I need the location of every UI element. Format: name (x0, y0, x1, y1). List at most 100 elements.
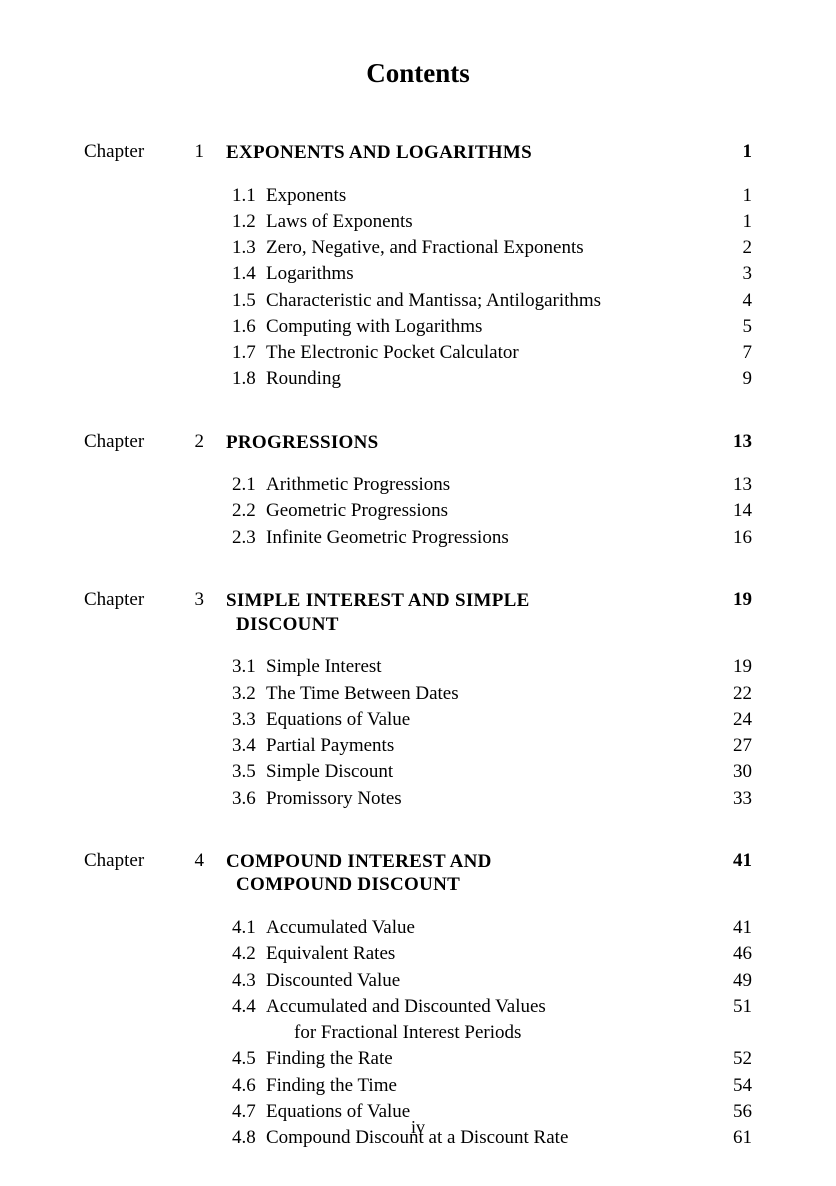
section-page-number: 13 (712, 472, 752, 498)
section-page-number: 41 (712, 915, 752, 941)
section-page-number: 4 (712, 288, 752, 314)
section-number: 1.2 (232, 209, 266, 235)
section-row: 3.1Simple Interest19 (232, 654, 752, 680)
section-title: Computing with Logarithms (266, 314, 712, 340)
section-number: 1.8 (232, 366, 266, 392)
section-page-number: 2 (712, 235, 752, 261)
chapter-title-wrap: COMPOUND INTEREST ANDCOMPOUND DISCOUNT41 (204, 850, 752, 898)
chapter-block: Chapter1EXPONENTS AND LOGARITHMS11.1Expo… (84, 141, 752, 393)
chapter-label: Chapter3 (84, 589, 204, 611)
section-page-number: 19 (712, 654, 752, 680)
section-title: Arithmetic Progressions (266, 472, 712, 498)
section-page-number: 46 (712, 941, 752, 967)
section-page-number: 1 (712, 183, 752, 209)
section-title: Discounted Value (266, 968, 712, 994)
chapter-block: Chapter4COMPOUND INTEREST ANDCOMPOUND DI… (84, 850, 752, 1151)
sections-list: 1.1Exponents11.2Laws of Exponents11.3Zer… (232, 183, 752, 393)
section-page-number: 5 (712, 314, 752, 340)
section-title: Simple Discount (266, 759, 712, 785)
section-number: 3.3 (232, 707, 266, 733)
section-row: 1.3Zero, Negative, and Fractional Expone… (232, 235, 752, 261)
section-number: 1.3 (232, 235, 266, 261)
section-page-number: 24 (712, 707, 752, 733)
section-title: Logarithms (266, 261, 712, 287)
section-title: Finding the Time (266, 1073, 712, 1099)
sections-list: 4.1Accumulated Value414.2Equivalent Rate… (232, 915, 752, 1151)
chapter-head: Chapter3SIMPLE INTEREST AND SIMPLEDISCOU… (84, 589, 752, 637)
chapter-label: Chapter4 (84, 850, 204, 872)
section-title: Promissory Notes (266, 786, 712, 812)
section-row: 1.5Characteristic and Mantissa; Antiloga… (232, 288, 752, 314)
section-title: Laws of Exponents (266, 209, 712, 235)
section-page-number: 7 (712, 340, 752, 366)
section-page-number: 14 (712, 498, 752, 524)
section-row: 4.2Equivalent Rates46 (232, 941, 752, 967)
chapter-word: Chapter (84, 850, 180, 872)
section-page-number: 16 (712, 525, 752, 551)
section-title: Characteristic and Mantissa; Antilogarit… (266, 288, 712, 314)
section-row: 4.3Discounted Value49 (232, 968, 752, 994)
section-number: 3.2 (232, 681, 266, 707)
chapter-title: PROGRESSIONS (226, 431, 378, 455)
chapter-number: 1 (180, 141, 204, 163)
chapter-number: 3 (180, 589, 204, 611)
section-number: 4.4 (232, 994, 266, 1046)
chapter-number: 2 (180, 431, 204, 453)
section-page-number: 27 (712, 733, 752, 759)
section-title: Exponents (266, 183, 712, 209)
section-number: 3.6 (232, 786, 266, 812)
section-row: 1.2Laws of Exponents1 (232, 209, 752, 235)
chapter-head: Chapter2PROGRESSIONS13 (84, 431, 752, 455)
section-title: Accumulated and Discounted Valuesfor Fra… (266, 994, 712, 1046)
chapter-head: Chapter1EXPONENTS AND LOGARITHMS1 (84, 141, 752, 165)
chapter-label: Chapter2 (84, 431, 204, 453)
chapter-page-number: 19 (712, 589, 752, 637)
section-title: Accumulated Value (266, 915, 712, 941)
section-title: Partial Payments (266, 733, 712, 759)
chapter-block: Chapter2PROGRESSIONS132.1Arithmetic Prog… (84, 431, 752, 551)
section-title: The Electronic Pocket Calculator (266, 340, 712, 366)
chapter-word: Chapter (84, 141, 180, 163)
section-number: 3.1 (232, 654, 266, 680)
chapter-title-wrap: EXPONENTS AND LOGARITHMS1 (204, 141, 752, 165)
section-title: Rounding (266, 366, 712, 392)
section-title: Geometric Progressions (266, 498, 712, 524)
section-row: 1.6Computing with Logarithms5 (232, 314, 752, 340)
section-page-number: 9 (712, 366, 752, 392)
section-number: 3.4 (232, 733, 266, 759)
section-page-number: 30 (712, 759, 752, 785)
chapter-head: Chapter4COMPOUND INTEREST ANDCOMPOUND DI… (84, 850, 752, 898)
section-number: 4.5 (232, 1046, 266, 1072)
section-title: Infinite Geometric Progressions (266, 525, 712, 551)
section-row: 3.3Equations of Value24 (232, 707, 752, 733)
chapter-title: SIMPLE INTEREST AND SIMPLEDISCOUNT (226, 589, 530, 637)
section-row: 4.6Finding the Time54 (232, 1073, 752, 1099)
chapter-page-number: 1 (712, 141, 752, 165)
section-row: 2.1Arithmetic Progressions13 (232, 472, 752, 498)
section-number: 3.5 (232, 759, 266, 785)
section-row: 3.6Promissory Notes33 (232, 786, 752, 812)
section-page-number: 51 (712, 994, 752, 1046)
chapter-number: 4 (180, 850, 204, 872)
section-number: 4.3 (232, 968, 266, 994)
chapter-block: Chapter3SIMPLE INTEREST AND SIMPLEDISCOU… (84, 589, 752, 812)
section-row: 3.4Partial Payments27 (232, 733, 752, 759)
chapter-title: COMPOUND INTEREST ANDCOMPOUND DISCOUNT (226, 850, 492, 898)
section-title: Zero, Negative, and Fractional Exponents (266, 235, 712, 261)
section-number: 4.2 (232, 941, 266, 967)
section-row: 1.4Logarithms3 (232, 261, 752, 287)
section-number: 1.6 (232, 314, 266, 340)
chapter-title-wrap: SIMPLE INTEREST AND SIMPLEDISCOUNT 19 (204, 589, 752, 637)
section-page-number: 33 (712, 786, 752, 812)
chapter-title-wrap: PROGRESSIONS13 (204, 431, 752, 455)
sections-list: 3.1Simple Interest193.2The Time Between … (232, 654, 752, 811)
section-number: 2.2 (232, 498, 266, 524)
contents-page: Contents Chapter1EXPONENTS AND LOGARITHM… (0, 0, 836, 1186)
section-row: 1.7The Electronic Pocket Calculator7 (232, 340, 752, 366)
chapters-container: Chapter1EXPONENTS AND LOGARITHMS11.1Expo… (84, 141, 752, 1151)
page-folio: iv (0, 1117, 836, 1138)
section-title: Equations of Value (266, 707, 712, 733)
section-row: 3.5Simple Discount30 (232, 759, 752, 785)
section-page-number: 52 (712, 1046, 752, 1072)
section-row: 1.1Exponents1 (232, 183, 752, 209)
